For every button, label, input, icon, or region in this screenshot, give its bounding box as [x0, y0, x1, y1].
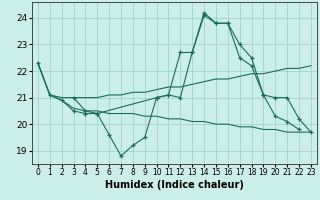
- X-axis label: Humidex (Indice chaleur): Humidex (Indice chaleur): [105, 180, 244, 190]
